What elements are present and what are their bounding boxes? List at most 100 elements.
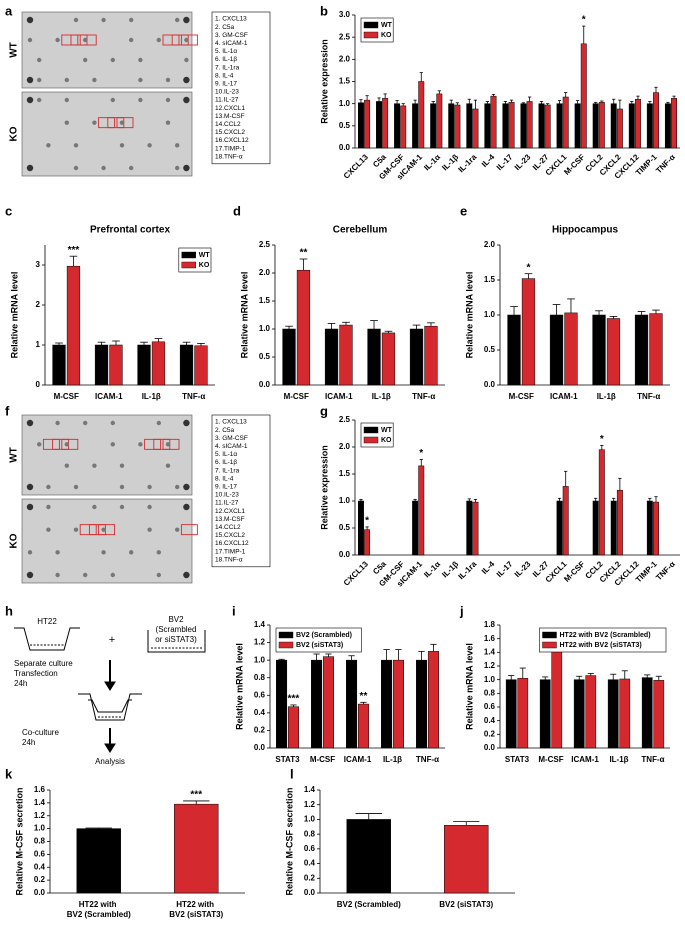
blot-legend-item: 17.TIMP-1	[215, 548, 246, 555]
significance-mark: *	[527, 262, 531, 273]
bar	[507, 314, 521, 386]
blot-box	[180, 34, 198, 46]
blot-box	[162, 34, 180, 46]
significance-mark: ***	[68, 245, 80, 256]
bar	[580, 43, 587, 149]
significance-mark: **	[300, 248, 308, 259]
blot-legend-item: 11.IL-27	[215, 97, 239, 104]
bar	[436, 93, 443, 149]
bar	[526, 101, 533, 149]
blot-spot	[26, 96, 34, 104]
blot-legend-item: 3. GM-CSF	[215, 32, 248, 39]
y-tick-label: 2.0	[339, 54, 351, 63]
y-tick-label: 0.0	[484, 380, 496, 389]
bv2-label: or siSTAT3)	[155, 635, 197, 644]
bar	[664, 103, 671, 149]
bar	[276, 659, 288, 749]
blot-spot	[73, 17, 79, 23]
x-tick-label: M-CSF	[284, 392, 309, 401]
x-tick-label: M-CSF	[538, 755, 563, 764]
blot-spot	[26, 483, 34, 491]
y-tick-label: 0.0	[304, 888, 316, 897]
blot-box	[42, 438, 60, 450]
plus-sign: +	[109, 634, 115, 646]
bar	[412, 103, 419, 149]
bar	[517, 678, 529, 749]
y-tick-label: 1.5	[484, 275, 496, 284]
bar	[424, 325, 438, 386]
bar	[418, 465, 425, 556]
y-tick-label: 1.4	[254, 620, 266, 629]
blot-spot	[165, 442, 171, 447]
blot-spot	[73, 527, 79, 532]
blot-legend-item: 4. sICAM-1	[215, 443, 248, 450]
blot-legend-item: 2. C5a	[215, 24, 235, 31]
bar	[653, 501, 659, 556]
y-tick-label: 1.6	[484, 634, 496, 643]
bar	[324, 328, 339, 386]
blot-box	[79, 524, 97, 536]
blot-spot	[83, 37, 88, 43]
blot-membrane	[21, 414, 193, 496]
x-tick-label: IL-1α	[422, 152, 442, 172]
blot-legend-item: 12.CXCL1	[215, 508, 245, 515]
blot-legend-item: 5. IL-1α	[215, 48, 237, 55]
bar	[574, 103, 581, 149]
blot-spot	[64, 97, 70, 103]
y-tick-label: 2.0	[484, 240, 496, 249]
x-tick-label: HT22 with BV2 (siSTAT3)	[169, 900, 223, 919]
blot-group-label: WT	[9, 447, 20, 463]
y-tick-label: 0.0	[254, 743, 266, 752]
blot-spot	[119, 484, 125, 490]
blot-spot	[37, 442, 42, 447]
blot-spot	[83, 420, 88, 426]
blot-spot	[119, 143, 125, 148]
bar	[484, 103, 491, 149]
bar	[346, 659, 358, 749]
bar	[322, 656, 334, 749]
bar	[137, 344, 151, 386]
bar	[174, 803, 219, 894]
legend-label: WT	[381, 427, 393, 434]
bar	[598, 449, 605, 556]
blot-spot	[165, 77, 171, 83]
bar	[94, 344, 109, 386]
bar	[364, 99, 371, 149]
x-tick-label: IL-1β	[142, 392, 161, 401]
bar	[538, 103, 545, 149]
chart-title: Prefrontal cortex	[90, 225, 170, 236]
blot-legend-box	[211, 414, 271, 568]
blot-spot	[184, 37, 189, 43]
blot-legend-item: 16.CXCL12	[215, 137, 249, 144]
panel-letter: f	[5, 403, 10, 418]
x-tick-label: IL-1β	[609, 755, 628, 764]
x-tick-label: STAT3	[275, 755, 300, 764]
blot-legend-item: 1. CXCL13	[215, 16, 247, 23]
y-tick-label: 2.5	[339, 415, 351, 424]
bar	[549, 314, 564, 386]
legend-box	[539, 627, 667, 653]
legend-label: HT22 with BV2 (Scrambled)	[560, 632, 651, 639]
blot-spot	[101, 550, 106, 555]
panel-letter: d	[233, 203, 241, 218]
x-tick-label: ICAM-1	[95, 392, 123, 401]
bar	[653, 680, 665, 749]
y-tick-label: 1.0	[339, 496, 351, 505]
blot-box	[144, 438, 162, 450]
y-tick-label: 2.0	[259, 268, 271, 277]
x-tick-label: ICAM-1	[344, 755, 372, 764]
bar	[573, 679, 585, 749]
bar	[412, 500, 419, 556]
y-tick-label: 2.5	[259, 240, 271, 249]
panel-letter: j	[459, 603, 464, 618]
blot-group-label: KO	[9, 126, 20, 141]
step-label: Analysis	[95, 757, 125, 766]
legend-swatch	[363, 31, 379, 39]
blot-spot	[37, 57, 42, 63]
blot-membrane	[21, 11, 193, 89]
x-tick-label: TNF-α	[416, 755, 439, 764]
y-tick-label: 1.0	[34, 824, 46, 833]
blot-spot	[101, 17, 106, 23]
blot-legend-item: 15.CXCL2	[215, 532, 245, 539]
blot-spot	[138, 97, 143, 103]
